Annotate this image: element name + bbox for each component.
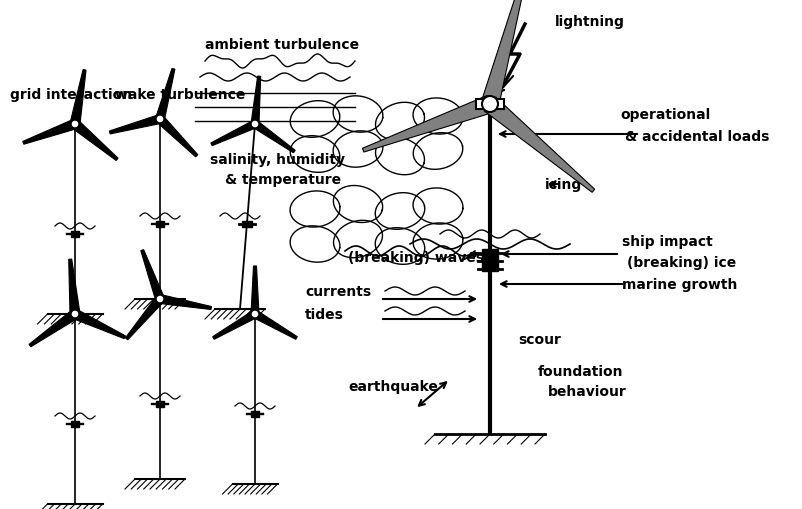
Polygon shape bbox=[484, 98, 595, 193]
Text: ambient turbulence: ambient turbulence bbox=[205, 38, 359, 52]
Bar bbox=[71, 232, 79, 238]
Text: currents: currents bbox=[305, 285, 371, 298]
Circle shape bbox=[71, 121, 79, 129]
Circle shape bbox=[71, 310, 79, 318]
Polygon shape bbox=[211, 121, 257, 147]
Text: salinity, humidity: salinity, humidity bbox=[210, 153, 345, 166]
Text: grid interaction: grid interaction bbox=[10, 88, 132, 102]
Text: tides: tides bbox=[305, 307, 344, 321]
Bar bbox=[476, 100, 504, 110]
Polygon shape bbox=[157, 117, 198, 157]
Circle shape bbox=[156, 295, 164, 303]
Polygon shape bbox=[72, 121, 118, 161]
Polygon shape bbox=[160, 295, 212, 310]
Text: behaviour: behaviour bbox=[548, 384, 626, 398]
Polygon shape bbox=[156, 69, 175, 121]
Text: icing: icing bbox=[545, 178, 582, 191]
Polygon shape bbox=[73, 310, 125, 339]
Circle shape bbox=[251, 121, 259, 129]
Polygon shape bbox=[141, 250, 164, 301]
Circle shape bbox=[156, 116, 164, 124]
Bar bbox=[156, 401, 164, 407]
Polygon shape bbox=[109, 116, 161, 135]
Bar bbox=[156, 221, 164, 228]
Text: & temperature: & temperature bbox=[225, 173, 341, 187]
Polygon shape bbox=[251, 77, 261, 125]
Polygon shape bbox=[125, 297, 164, 340]
Bar bbox=[251, 411, 259, 417]
Text: marine growth: marine growth bbox=[622, 277, 737, 292]
Text: foundation: foundation bbox=[538, 364, 623, 378]
Text: lightning: lightning bbox=[555, 15, 625, 29]
Bar bbox=[482, 249, 498, 271]
Text: wake turbulence: wake turbulence bbox=[115, 88, 245, 102]
Text: (breaking) ice: (breaking) ice bbox=[627, 256, 736, 269]
Circle shape bbox=[482, 97, 498, 113]
Circle shape bbox=[251, 310, 259, 318]
Polygon shape bbox=[481, 0, 527, 107]
Polygon shape bbox=[253, 311, 298, 340]
Text: (breaking) waves: (breaking) waves bbox=[348, 250, 484, 265]
Text: ship impact: ship impact bbox=[622, 235, 713, 248]
Polygon shape bbox=[22, 120, 77, 145]
Bar bbox=[241, 221, 252, 228]
Polygon shape bbox=[69, 260, 80, 315]
Polygon shape bbox=[253, 122, 295, 153]
Text: scour: scour bbox=[518, 332, 561, 346]
Polygon shape bbox=[251, 267, 259, 315]
Text: operational: operational bbox=[620, 108, 711, 122]
Polygon shape bbox=[70, 70, 86, 126]
Bar bbox=[71, 421, 79, 427]
Polygon shape bbox=[213, 311, 257, 340]
Polygon shape bbox=[29, 310, 78, 347]
Text: earthquake: earthquake bbox=[348, 379, 438, 393]
Text: & accidental loads: & accidental loads bbox=[625, 130, 769, 144]
Polygon shape bbox=[363, 96, 493, 153]
